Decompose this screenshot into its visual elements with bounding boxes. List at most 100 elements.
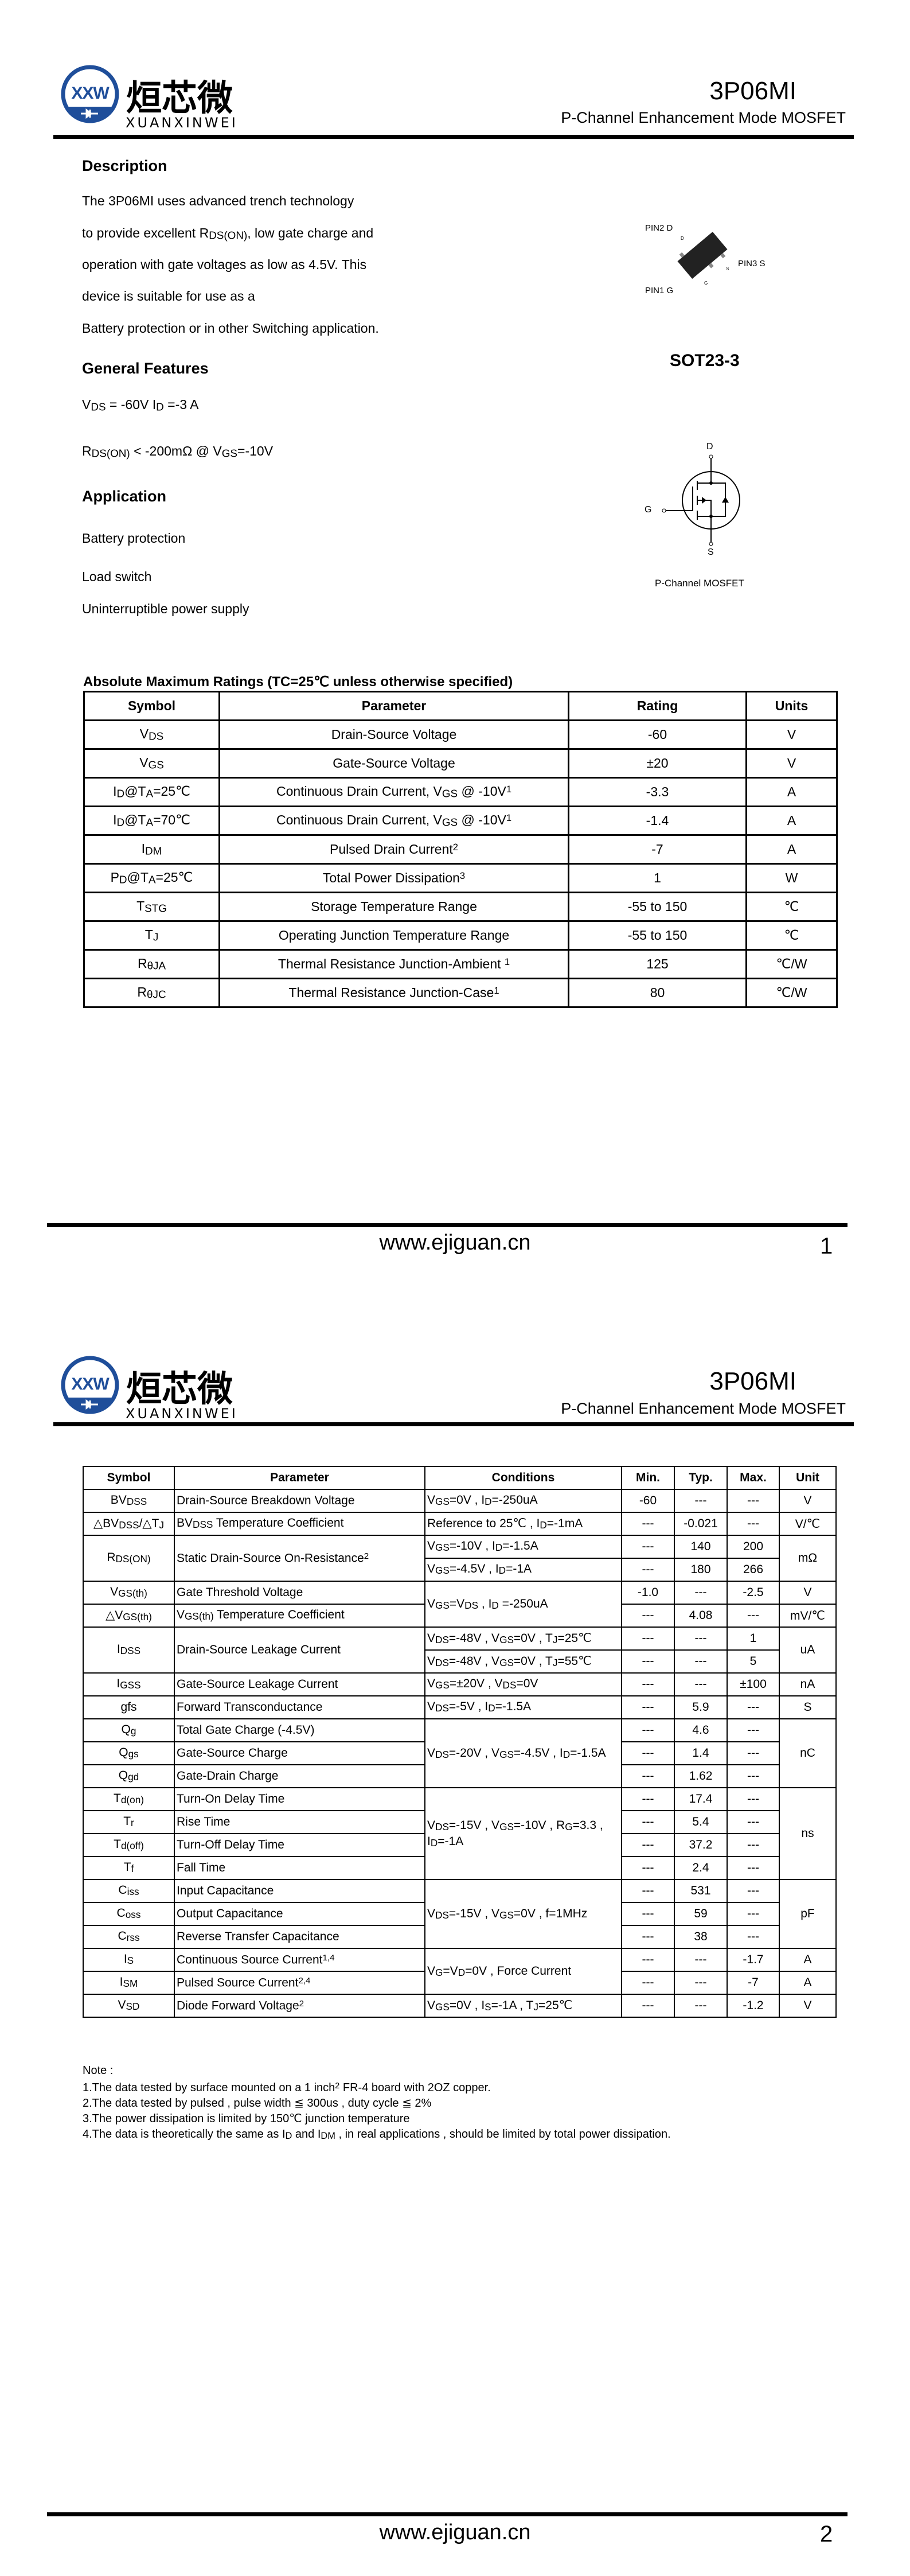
max-cell: -7	[727, 1971, 780, 1995]
gate-label: G	[645, 505, 652, 515]
min-cell: ---	[621, 1856, 675, 1880]
feature-line: RDS(ON) < -200mΩ @ VGS=-10V	[82, 443, 274, 460]
rating-cell: -55 to 150	[568, 892, 747, 922]
footer-url-link[interactable]: www.ejiguan.cn	[379, 2520, 531, 2544]
min-cell: ---	[621, 1672, 675, 1696]
symbol-cell: Qgd	[83, 1764, 175, 1788]
conditions-cell: VGS=0V , IS=-1A , TJ=25℃	[424, 1994, 622, 2018]
table-row: gfs Forward Transconductance VDS=-5V , ID=…	[83, 1695, 837, 1719]
units-cell: A	[745, 777, 838, 807]
rating-cell: -3.3	[568, 777, 747, 807]
sot23-package-drawing: PIN2 D D S G PIN3 S PIN1 G	[631, 221, 791, 298]
min-cell: ---	[621, 1558, 675, 1582]
max-cell: 200	[727, 1535, 780, 1559]
typ-cell: 531	[674, 1879, 728, 1903]
table-row: TJ Operating Junction Temperature Range -5…	[83, 920, 838, 951]
parameter-cell: BVDSS Temperature Coefficient	[174, 1512, 425, 1536]
table-row: Td(off) Turn-Off Delay Time --- 37.2 ---	[83, 1833, 836, 1857]
column-header: Min.	[621, 1466, 675, 1490]
symbol-cell: VGS	[83, 748, 220, 779]
min-cell: ---	[621, 1718, 675, 1742]
p-channel-mosfet-symbol: D G S	[642, 441, 757, 561]
symbol-cell: △VGS(th)	[83, 1604, 175, 1628]
min-cell: -60	[621, 1489, 675, 1513]
units-cell: V	[745, 719, 838, 750]
unit-cell: A	[779, 1971, 837, 1995]
column-header: Parameter	[174, 1466, 425, 1490]
source-label: S	[708, 547, 714, 557]
pin-g-mark: G	[704, 281, 708, 286]
max-cell: ---	[727, 1604, 780, 1628]
typ-cell: 180	[674, 1558, 728, 1582]
column-header: Max.	[727, 1466, 780, 1490]
units-cell: A	[745, 806, 838, 836]
logo-mark: XXW	[71, 84, 109, 103]
parameter-cell: Static Drain-Source On-Resistance2	[174, 1535, 425, 1582]
max-cell: ---	[727, 1787, 780, 1811]
description-heading: Description	[82, 157, 167, 174]
pin-d-mark: D	[681, 236, 684, 241]
part-number: 3P06MI	[709, 1367, 796, 1395]
table-row: RθJA Thermal Resistance Junction-Ambient …	[83, 949, 838, 979]
conditions-cell: VDS=-5V , ID=-1.5A	[424, 1695, 622, 1719]
conditions-cell: VGS=±20V , VDS=0V	[424, 1672, 622, 1696]
rating-cell: ±20	[568, 748, 747, 779]
svg-text:烜芯微: 烜芯微	[126, 1368, 233, 1410]
parameter-cell: Storage Temperature Range	[218, 892, 569, 922]
rating-cell: 125	[568, 949, 747, 979]
symbol-cell: ID@TA=25℃	[83, 777, 220, 807]
svg-text:XUANXINWEI: XUANXINWEI	[126, 115, 238, 131]
description-line: The 3P06MI uses advanced trench technolo…	[82, 193, 354, 208]
unit-cell: ns	[779, 1787, 837, 1880]
typ-cell: 1.62	[674, 1764, 728, 1788]
table-row: TSTG Storage Temperature Range -55 to 150 ℃	[83, 892, 838, 922]
symbol-cell: RθJC	[83, 978, 220, 1008]
pin3-label: PIN3 S	[738, 259, 766, 269]
parameter-cell: Turn-On Delay Time	[174, 1787, 425, 1811]
table-row: IS Continuous Source Current1,4 VG=VD=0V ,…	[83, 1948, 837, 1995]
table-row: Qg Total Gate Charge (-4.5V) VDS=-20V , VG…	[83, 1718, 837, 1788]
table-row: Td(on) Turn-On Delay Time VDS=-15V , VGS=-…	[83, 1787, 837, 1880]
min-cell: ---	[621, 1833, 675, 1857]
max-cell: -1.7	[727, 1948, 780, 1972]
max-cell: ---	[727, 1810, 780, 1834]
max-cell: 5	[727, 1649, 780, 1674]
parameter-cell: VGS(th) Temperature Coefficient	[174, 1604, 425, 1628]
table-row: PD@TA=25℃ Total Power Dissipation3 1 W	[83, 863, 838, 893]
unit-cell: V	[779, 1581, 837, 1605]
units-cell: ℃	[745, 920, 838, 951]
units-cell: ℃	[745, 892, 838, 922]
parameter-cell: Input Capacitance	[174, 1879, 425, 1903]
rating-cell: -1.4	[568, 806, 747, 836]
parameter-cell: Continuous Source Current1,4	[174, 1948, 425, 1972]
units-cell: A	[745, 834, 838, 865]
table-row: Ciss Input Capacitance VDS=-15V , VGS=0V ,…	[83, 1879, 837, 1949]
min-cell: ---	[621, 1902, 675, 1926]
units-cell: V	[745, 748, 838, 779]
feature-line: VDS = -60V ID =-3 A	[82, 397, 199, 413]
max-cell: ---	[727, 1718, 780, 1742]
conditions-cell: VDS=-15V , VGS=0V , f=1MHz	[424, 1879, 622, 1949]
min-cell: ---	[621, 1626, 675, 1651]
symbol-cell: △BVDSS/△TJ	[83, 1512, 175, 1536]
abs-max-title: Absolute Maximum Ratings (TC=25℃ unless …	[83, 674, 513, 690]
typ-cell: ---	[674, 1581, 728, 1605]
parameter-cell: Reverse Transfer Capacitance	[174, 1925, 425, 1949]
parameter-cell: Gate-Drain Charge	[174, 1764, 425, 1788]
units-cell: ℃/W	[745, 949, 838, 979]
footer-url-link[interactable]: www.ejiguan.cn	[379, 1231, 531, 1255]
table-row: ID@TA=70℃ Continuous Drain Current, VGS @…	[83, 806, 838, 836]
min-cell: ---	[621, 1879, 675, 1903]
table-row: Tf Fall Time --- 2.4 ---	[83, 1856, 836, 1880]
parameter-cell: Drain-Source Leakage Current	[174, 1626, 425, 1674]
unit-cell: uA	[779, 1626, 837, 1674]
application-item: Battery protection	[82, 531, 186, 546]
description-line: operation with gate voltages as low as 4…	[82, 257, 367, 272]
page-number: 2	[820, 2521, 833, 2547]
parameter-cell: Gate-Source Charge	[174, 1741, 425, 1765]
min-cell: ---	[621, 1695, 675, 1719]
rating-cell: -60	[568, 719, 747, 750]
column-header: Conditions	[424, 1466, 622, 1490]
typ-cell: 1.4	[674, 1741, 728, 1765]
typ-cell: ---	[674, 1489, 728, 1513]
